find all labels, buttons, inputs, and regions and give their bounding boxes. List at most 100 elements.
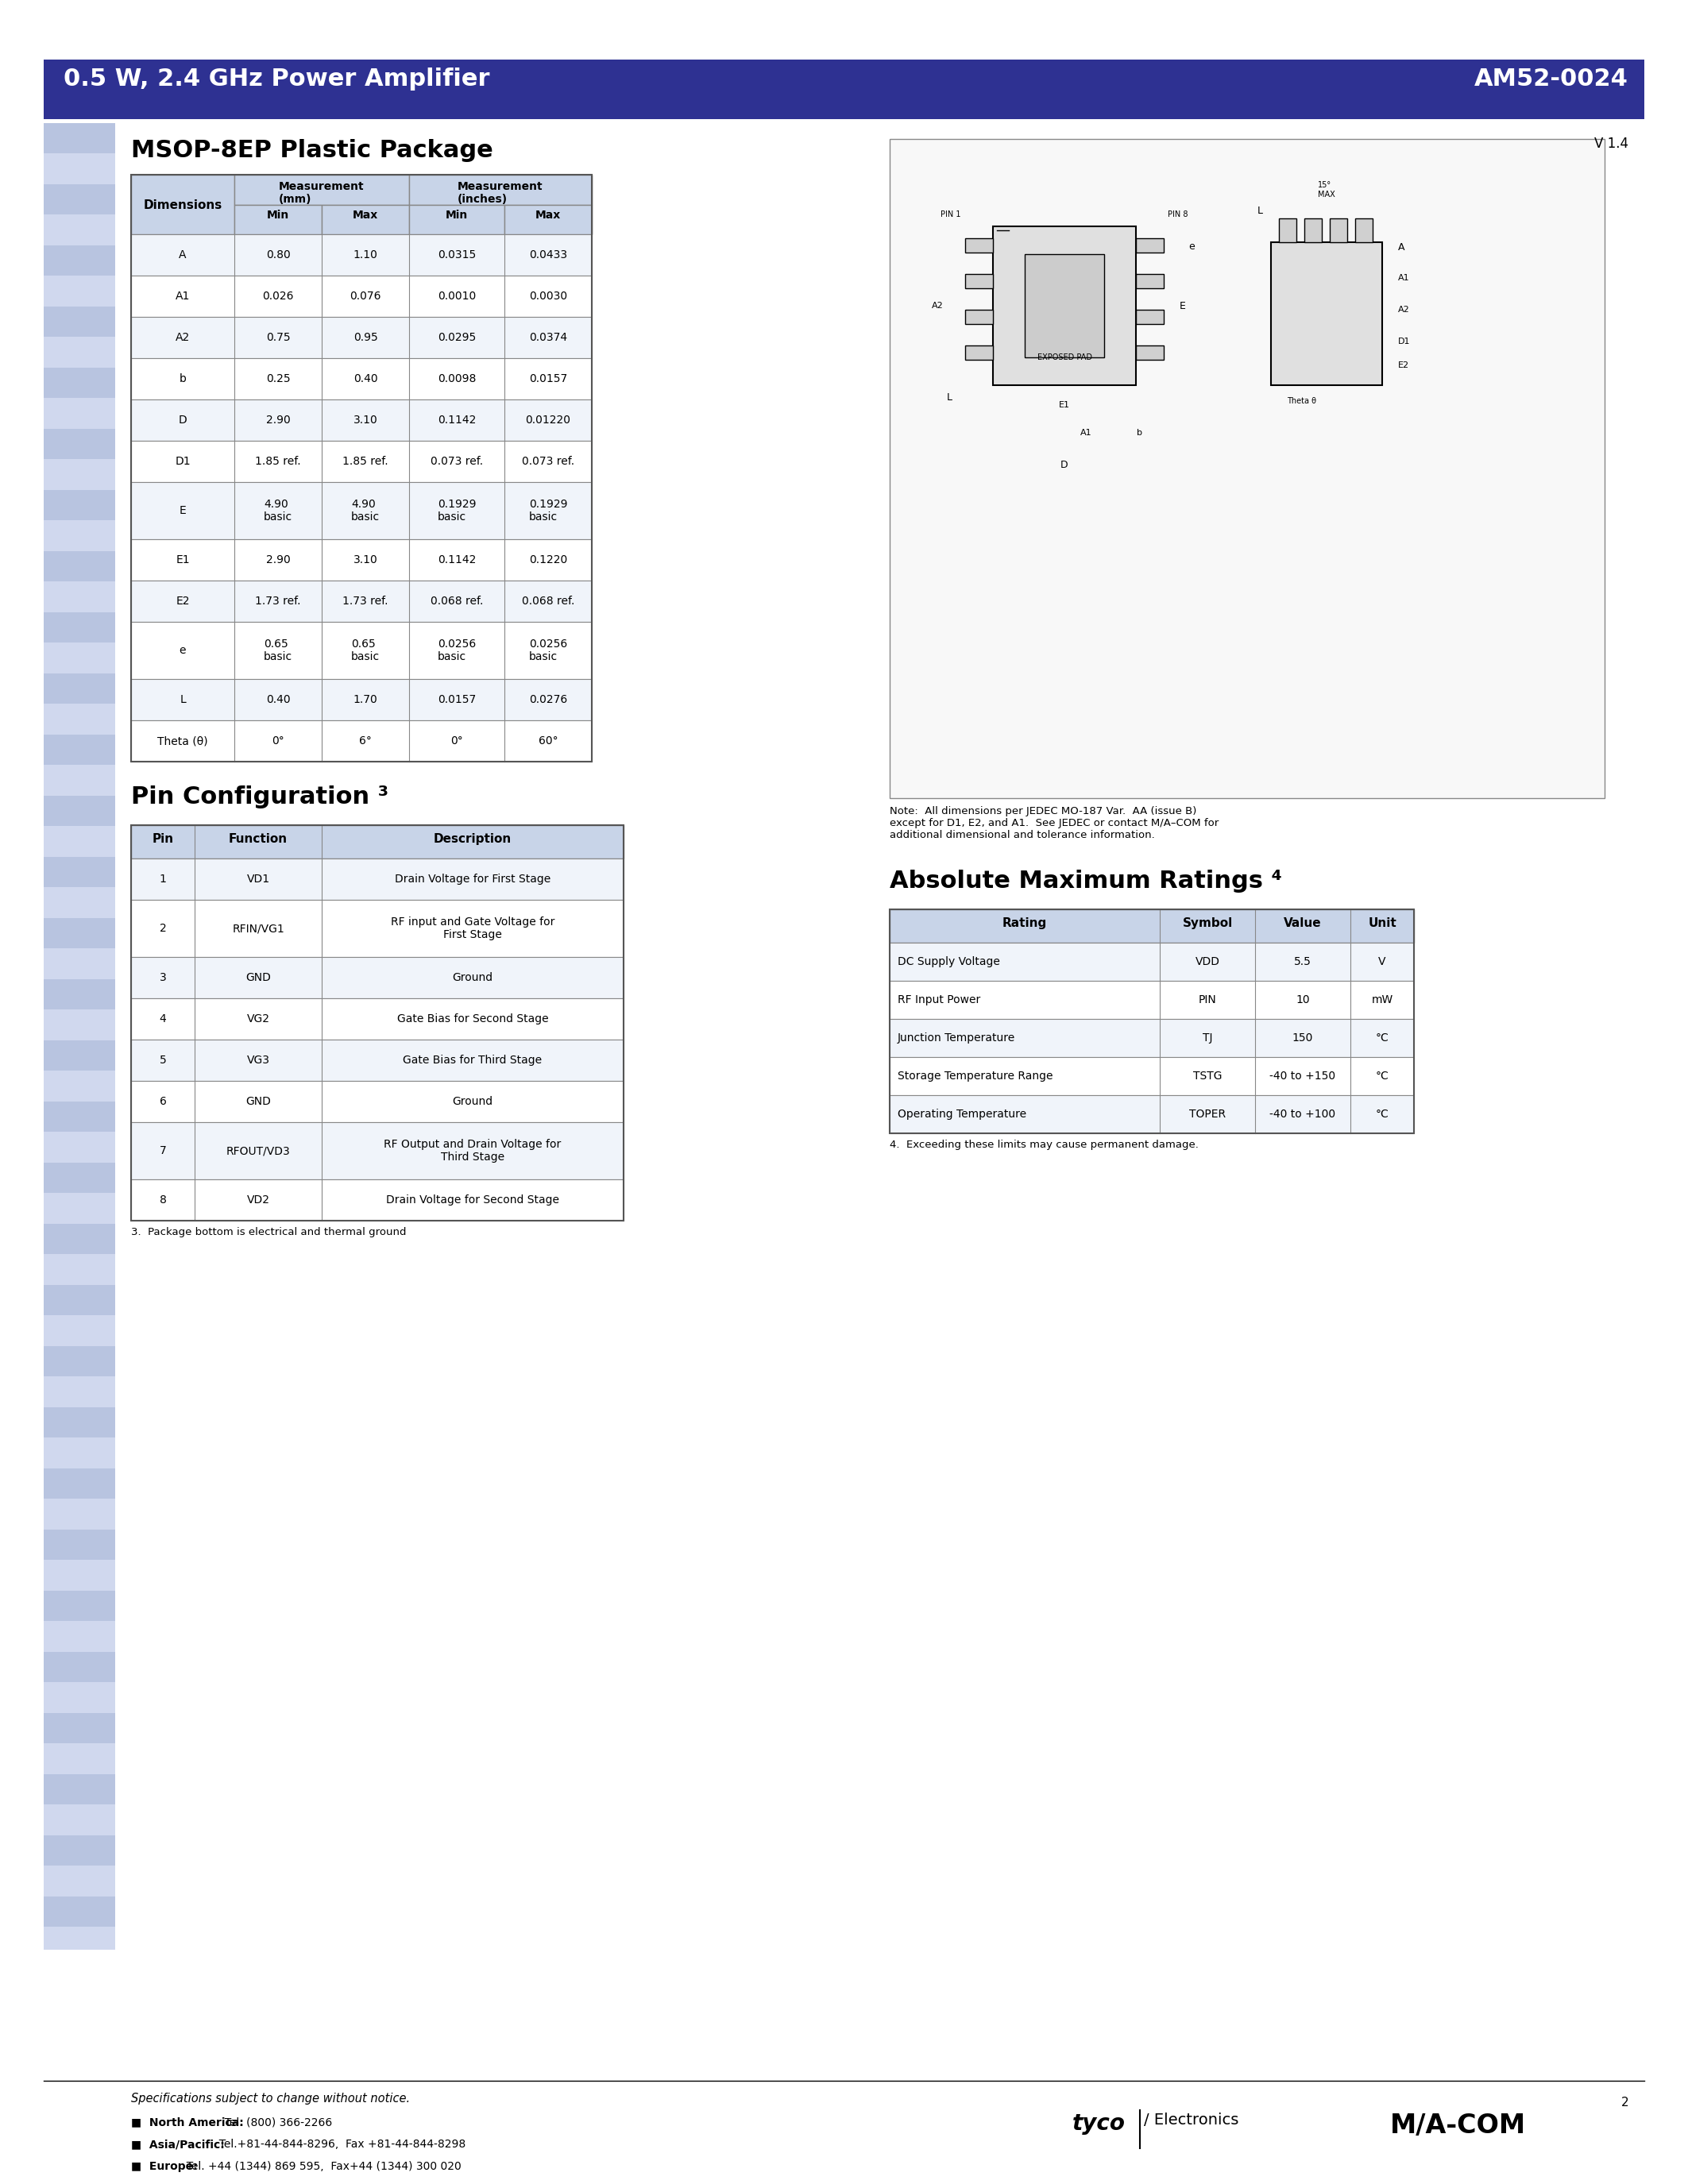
- Bar: [235, 175, 408, 205]
- Bar: [1271, 242, 1382, 384]
- Bar: [132, 1179, 623, 1221]
- Text: 1.10: 1.10: [353, 249, 378, 260]
- Text: GND: GND: [245, 1096, 270, 1107]
- Text: ■  Europe:: ■ Europe:: [132, 2160, 197, 2173]
- Bar: [966, 238, 993, 253]
- Text: 15°
MAX: 15° MAX: [1318, 181, 1335, 199]
- Bar: [44, 1040, 115, 1070]
- Text: D: D: [179, 415, 187, 426]
- Bar: [132, 441, 592, 483]
- Text: RFIN/VG1: RFIN/VG1: [231, 924, 284, 935]
- Text: Gate Bias for Third Stage: Gate Bias for Third Stage: [403, 1055, 542, 1066]
- Text: TOPER: TOPER: [1188, 1109, 1225, 1120]
- Text: 0.076: 0.076: [349, 290, 381, 301]
- Text: 0.1929
basic: 0.1929 basic: [437, 498, 476, 522]
- Text: Dimensions: Dimensions: [143, 199, 223, 212]
- Text: 3.10: 3.10: [353, 555, 378, 566]
- Bar: [44, 1712, 115, 1743]
- Text: 0.0098: 0.0098: [437, 373, 476, 384]
- Bar: [44, 183, 115, 214]
- Text: 0.25: 0.25: [267, 373, 290, 384]
- Text: 0.95: 0.95: [353, 332, 378, 343]
- Bar: [132, 175, 592, 762]
- Text: MSOP-8EP Plastic Package: MSOP-8EP Plastic Package: [132, 140, 493, 162]
- Text: 150: 150: [1293, 1033, 1313, 1044]
- Text: Symbol: Symbol: [1182, 917, 1232, 928]
- Text: / Electronics: / Electronics: [1144, 2112, 1239, 2127]
- Text: Measurement
(inches): Measurement (inches): [457, 181, 544, 205]
- Text: PIN 1: PIN 1: [940, 210, 960, 218]
- Text: D1: D1: [176, 456, 191, 467]
- Text: Storage Temperature Range: Storage Temperature Range: [898, 1070, 1053, 1081]
- Text: 0.073 ref.: 0.073 ref.: [522, 456, 574, 467]
- Text: V 1.4: V 1.4: [1593, 138, 1629, 151]
- Bar: [132, 721, 592, 762]
- Text: RF Output and Drain Voltage for
Third Stage: RF Output and Drain Voltage for Third St…: [383, 1138, 562, 1162]
- Text: e: e: [179, 644, 186, 655]
- Text: 0.01220: 0.01220: [525, 415, 571, 426]
- Bar: [132, 539, 592, 581]
- Text: VD1: VD1: [246, 874, 270, 885]
- Bar: [132, 581, 592, 622]
- Text: °C: °C: [1376, 1109, 1389, 1120]
- Bar: [44, 612, 115, 642]
- Text: 0.1142: 0.1142: [437, 555, 476, 566]
- Bar: [44, 122, 115, 153]
- Text: 0.65
basic: 0.65 basic: [263, 638, 292, 662]
- Text: VG2: VG2: [246, 1013, 270, 1024]
- Bar: [1136, 310, 1163, 323]
- Text: 1.70: 1.70: [353, 695, 378, 705]
- Text: Function: Function: [230, 832, 287, 845]
- Bar: [505, 205, 592, 234]
- Bar: [44, 1468, 115, 1498]
- Text: Absolute Maximum Ratings ⁴: Absolute Maximum Ratings ⁴: [890, 869, 1281, 893]
- Bar: [132, 1081, 623, 1123]
- Bar: [132, 483, 592, 539]
- Text: Max: Max: [353, 210, 378, 221]
- Text: Min: Min: [267, 210, 289, 221]
- Bar: [132, 1123, 623, 1179]
- Bar: [44, 673, 115, 703]
- Bar: [890, 140, 1605, 797]
- Bar: [44, 1896, 115, 1926]
- Text: 1.73 ref.: 1.73 ref.: [343, 596, 388, 607]
- Text: RF input and Gate Voltage for
First Stage: RF input and Gate Voltage for First Stag…: [390, 917, 555, 941]
- Text: 3.  Package bottom is electrical and thermal ground: 3. Package bottom is electrical and ther…: [132, 1227, 407, 1238]
- Text: 0.068 ref.: 0.068 ref.: [522, 596, 574, 607]
- Text: 0.1142: 0.1142: [437, 415, 476, 426]
- Text: Min: Min: [446, 210, 468, 221]
- Text: A1: A1: [1398, 273, 1409, 282]
- Bar: [44, 245, 115, 275]
- Bar: [132, 957, 623, 998]
- Text: Ground: Ground: [452, 1096, 493, 1107]
- Text: Theta θ: Theta θ: [1286, 397, 1317, 404]
- Text: Junction Temperature: Junction Temperature: [898, 1033, 1016, 1044]
- Bar: [44, 1162, 115, 1192]
- Bar: [44, 1101, 115, 1131]
- Text: RF Input Power: RF Input Power: [898, 994, 981, 1005]
- Text: 7: 7: [159, 1144, 167, 1155]
- Text: °C: °C: [1376, 1070, 1389, 1081]
- Text: E: E: [179, 505, 186, 515]
- Text: 0.0256
basic: 0.0256 basic: [528, 638, 567, 662]
- Bar: [1136, 238, 1163, 253]
- Bar: [44, 1284, 115, 1315]
- Text: GND: GND: [245, 972, 270, 983]
- Text: 2.90: 2.90: [265, 415, 290, 426]
- Text: EXPOSED PAD: EXPOSED PAD: [1036, 354, 1092, 360]
- Text: Pin: Pin: [152, 832, 174, 845]
- Bar: [132, 234, 592, 275]
- Bar: [1025, 253, 1104, 358]
- Text: Drain Voltage for Second Stage: Drain Voltage for Second Stage: [387, 1195, 559, 1206]
- Text: 10: 10: [1296, 994, 1310, 1005]
- Bar: [890, 981, 1415, 1020]
- Text: L: L: [947, 391, 952, 402]
- Text: b: b: [1138, 428, 1143, 437]
- Bar: [132, 317, 592, 358]
- Text: Ground: Ground: [452, 972, 493, 983]
- Bar: [1136, 345, 1163, 360]
- Bar: [132, 679, 592, 721]
- Bar: [408, 205, 505, 234]
- Bar: [1136, 273, 1163, 288]
- Text: 0.80: 0.80: [265, 249, 290, 260]
